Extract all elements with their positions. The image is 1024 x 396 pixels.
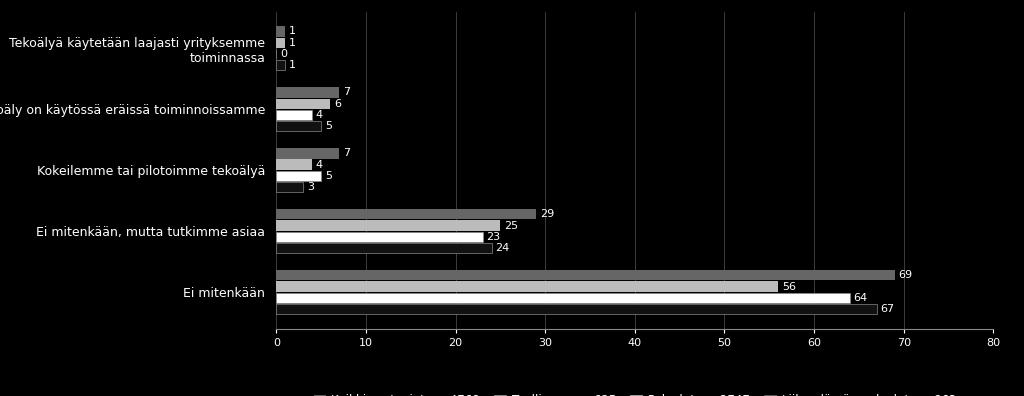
Text: 5: 5	[325, 121, 332, 131]
Text: 24: 24	[496, 243, 509, 253]
Bar	[276, 293, 850, 303]
Bar	[276, 160, 312, 170]
Text: 1: 1	[289, 60, 296, 70]
Text: 29: 29	[540, 209, 554, 219]
Text: 56: 56	[782, 282, 796, 291]
Bar	[276, 148, 339, 158]
Text: 6: 6	[334, 99, 341, 109]
Text: 3: 3	[307, 182, 314, 192]
Bar	[276, 243, 492, 253]
Bar	[276, 121, 322, 131]
Bar	[276, 182, 303, 192]
Bar	[276, 209, 537, 219]
Text: 4: 4	[315, 110, 323, 120]
Text: 64: 64	[854, 293, 867, 303]
Text: 69: 69	[898, 270, 912, 280]
Bar	[276, 282, 778, 292]
Text: 25: 25	[504, 221, 518, 230]
Bar	[276, 87, 339, 97]
Bar	[276, 60, 286, 70]
Bar	[276, 270, 895, 280]
Bar	[276, 171, 322, 181]
Text: 7: 7	[343, 88, 350, 97]
Text: 0: 0	[281, 49, 287, 59]
Legend: Kaikki vastaajat, n=4768, Teollisuus, n=625, Palvelut, n=2747, Liike-elämän palv: Kaikki vastaajat, n=4768, Teollisuus, n=…	[309, 389, 961, 396]
Bar	[276, 304, 877, 314]
Text: 4: 4	[315, 160, 323, 169]
Bar	[276, 99, 330, 109]
Text: 23: 23	[486, 232, 501, 242]
Bar	[276, 221, 501, 231]
Text: 1: 1	[289, 38, 296, 48]
Bar	[276, 26, 286, 37]
Text: 1: 1	[289, 27, 296, 36]
Text: 5: 5	[325, 171, 332, 181]
Bar	[276, 232, 482, 242]
Bar	[276, 38, 286, 48]
Text: 7: 7	[343, 148, 350, 158]
Text: 67: 67	[881, 304, 895, 314]
Bar	[276, 110, 312, 120]
